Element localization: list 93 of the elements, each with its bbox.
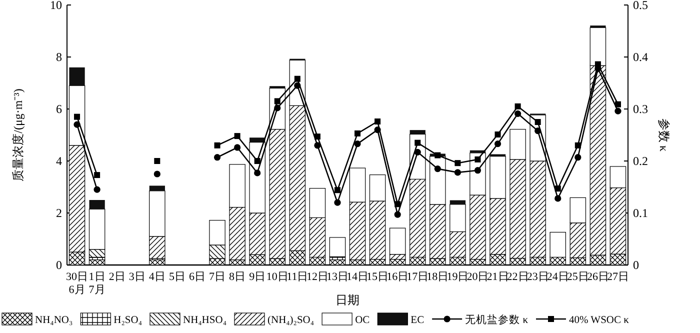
x-tick-label: 17日 bbox=[406, 271, 429, 283]
point bbox=[434, 152, 441, 158]
x-tick-label: 1日 7月 bbox=[88, 271, 106, 296]
point bbox=[314, 134, 320, 140]
y-tick-label: 8 bbox=[56, 50, 62, 64]
point bbox=[314, 142, 321, 149]
x-tick-label: 5日 bbox=[168, 271, 186, 283]
point bbox=[494, 131, 501, 138]
point bbox=[274, 98, 280, 104]
legend-label: EC bbox=[410, 315, 424, 326]
point bbox=[554, 195, 562, 202]
bar bbox=[329, 237, 346, 257]
legend-label: (NH₄)₂SO₄ bbox=[267, 315, 314, 326]
point bbox=[574, 154, 582, 161]
x-tick-label: 7日 bbox=[209, 271, 226, 283]
x-tick-label: 13日 bbox=[326, 271, 348, 283]
bar bbox=[149, 186, 165, 191]
point bbox=[554, 186, 561, 192]
point bbox=[614, 101, 621, 108]
point bbox=[454, 160, 461, 166]
legend-label: 无机盐参数 κ bbox=[465, 313, 529, 326]
bar bbox=[69, 67, 85, 86]
x-tick-label: 8日 bbox=[229, 271, 246, 283]
y-tick-label: 2 bbox=[56, 206, 62, 220]
point bbox=[294, 76, 300, 82]
point bbox=[154, 170, 160, 178]
point bbox=[494, 140, 502, 148]
x-tick-label: 25日 bbox=[566, 271, 589, 283]
point bbox=[354, 130, 361, 136]
x-tick-label: 11日 bbox=[286, 271, 308, 283]
x-tick-label: 27日 bbox=[606, 271, 629, 283]
point bbox=[394, 201, 401, 208]
point bbox=[234, 133, 240, 140]
x-tick-label: 18日 bbox=[426, 271, 449, 283]
y2-axis-title: 参数 κ bbox=[657, 118, 671, 152]
point bbox=[214, 154, 221, 161]
legend-label: H₂SO₄ bbox=[114, 315, 142, 326]
y2-tick-label: 0.2 bbox=[633, 154, 648, 168]
point bbox=[514, 103, 521, 110]
y2-tick-label: 0.3 bbox=[633, 102, 648, 116]
bar bbox=[410, 130, 426, 134]
bar bbox=[250, 138, 266, 142]
point bbox=[394, 211, 401, 218]
point bbox=[334, 199, 341, 206]
y-tick-label: 0 bbox=[56, 258, 62, 272]
legend-label: 40% WSOC κ bbox=[569, 315, 630, 326]
x-tick-label: 14日 bbox=[346, 271, 369, 283]
point bbox=[594, 61, 601, 68]
legend-label: OC bbox=[355, 315, 370, 326]
x-tick-label: 2日 bbox=[108, 271, 126, 283]
point bbox=[214, 142, 220, 148]
x-tick-label: 4日 bbox=[148, 271, 166, 283]
x-tick-label: 16日 bbox=[386, 271, 409, 283]
point bbox=[94, 186, 100, 193]
point bbox=[354, 140, 361, 148]
y-tick-label: 4 bbox=[56, 154, 62, 168]
point bbox=[74, 114, 80, 120]
point bbox=[434, 166, 441, 172]
point bbox=[454, 169, 461, 176]
point bbox=[474, 167, 482, 174]
y-axis-title: 质量浓度/(μg·m⁻³) bbox=[11, 88, 25, 182]
y2-tick-label: 0.5 bbox=[633, 0, 648, 12]
x-tick-label: 15日 bbox=[366, 271, 389, 283]
point bbox=[534, 119, 541, 125]
x-tick-label: 9日 bbox=[249, 271, 266, 283]
point bbox=[474, 156, 481, 162]
y2-tick-label: 0.4 bbox=[633, 50, 648, 64]
point bbox=[254, 158, 260, 164]
x-tick-label: 6日 bbox=[188, 271, 206, 283]
legend-label: NH₄HSO₄ bbox=[182, 315, 227, 326]
y2-tick-label: 0.1 bbox=[633, 206, 648, 220]
bar bbox=[89, 200, 105, 210]
x-tick-label: 3日 bbox=[128, 271, 146, 283]
point bbox=[154, 158, 160, 164]
x-tick-label: 26日 bbox=[586, 271, 609, 283]
x-axis-title: 日期 bbox=[336, 293, 360, 307]
point bbox=[234, 144, 241, 151]
x-tick-label: 12日 bbox=[306, 271, 328, 283]
legend-label: NH₄NO₃ bbox=[35, 315, 73, 326]
bar bbox=[450, 200, 466, 204]
point bbox=[374, 118, 381, 124]
point bbox=[334, 187, 340, 194]
y-tick-label: 6 bbox=[56, 102, 62, 116]
x-tick-label: 30日 6月 bbox=[66, 271, 88, 296]
y2-tick-label: 0 bbox=[633, 258, 639, 272]
point bbox=[414, 140, 421, 146]
point bbox=[94, 172, 100, 178]
point bbox=[574, 142, 581, 148]
point bbox=[614, 108, 622, 114]
point bbox=[514, 110, 522, 117]
x-tick-label: 10日 bbox=[266, 271, 288, 283]
y-tick-label: 10 bbox=[50, 0, 62, 12]
point bbox=[254, 170, 261, 176]
